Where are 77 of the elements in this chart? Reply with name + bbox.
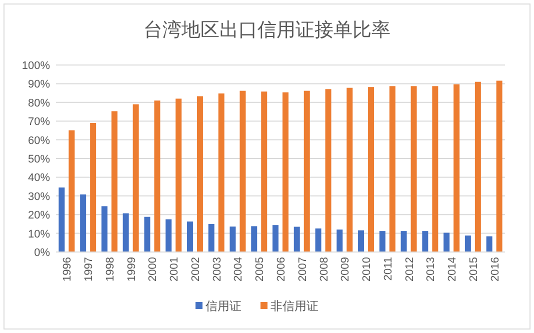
x-tick-label: 2010 — [361, 257, 374, 282]
y-tick-label: 70% — [28, 116, 50, 128]
y-tick-label: 60% — [28, 134, 50, 147]
x-tick-label: 1999 — [126, 257, 138, 282]
y-tick-label: 90% — [28, 78, 50, 91]
bar — [186, 222, 193, 252]
x-tick-label: 2016 — [489, 257, 502, 282]
y-tick-label: 100% — [22, 60, 50, 72]
y-tick-label: 30% — [28, 190, 50, 203]
bar — [132, 104, 139, 252]
bar — [294, 226, 300, 252]
y-tick-label: 20% — [28, 210, 50, 222]
bar — [304, 90, 310, 252]
x-tick-label: 2012 — [404, 257, 416, 282]
bar — [58, 187, 65, 252]
x-tick-label: 2014 — [446, 257, 459, 282]
legend-label: 非信用证 — [270, 299, 318, 313]
legend-label: 信用证 — [206, 299, 242, 313]
bar — [251, 226, 258, 252]
y-tick-label: 40% — [28, 172, 50, 184]
bar — [218, 93, 224, 252]
bar — [444, 232, 450, 252]
bar — [410, 86, 417, 252]
x-tick-label: 2005 — [254, 257, 266, 282]
x-tick-label: 2002 — [190, 257, 202, 282]
bar — [389, 86, 396, 252]
y-tick-label: 10% — [28, 228, 50, 240]
x-tick-label: 2008 — [318, 257, 330, 282]
x-tick-label: 2009 — [340, 257, 352, 282]
x-tick-label: 2006 — [276, 257, 288, 282]
bar — [486, 236, 492, 252]
bar — [111, 111, 118, 252]
y-tick-label: 50% — [28, 154, 50, 166]
bar — [101, 206, 108, 252]
bar — [196, 96, 203, 252]
bar — [346, 88, 353, 252]
bar — [379, 231, 386, 252]
x-tick-label: 2011 — [382, 257, 394, 281]
x-tick-label: 1997 — [83, 257, 96, 282]
x-tick-label: 1998 — [104, 257, 116, 282]
bar — [144, 216, 150, 252]
bar — [336, 230, 343, 252]
x-tick-label: 2001 — [168, 257, 181, 282]
x-tick-label: 1996 — [62, 257, 74, 282]
x-tick-label: 2003 — [211, 257, 224, 282]
bar — [474, 82, 481, 252]
bar — [496, 80, 502, 252]
bar — [154, 100, 160, 252]
x-tick-label: 2013 — [425, 257, 438, 282]
bar — [422, 231, 428, 252]
bar — [261, 92, 268, 252]
bar — [176, 98, 182, 252]
bar — [240, 90, 246, 252]
x-tick-label: 2015 — [468, 257, 480, 282]
bar — [358, 230, 364, 252]
bar — [90, 122, 96, 252]
x-tick-label: 2007 — [296, 257, 309, 282]
x-tick-label: 2004 — [232, 257, 245, 282]
x-tick-label: 2000 — [147, 257, 160, 282]
bar — [122, 213, 129, 252]
bar — [282, 92, 288, 252]
bar — [80, 194, 86, 252]
bar — [208, 224, 214, 252]
bar — [230, 226, 236, 252]
bar — [368, 87, 374, 252]
bar — [400, 231, 407, 252]
y-tick-label: 80% — [28, 97, 50, 110]
bar — [432, 86, 438, 252]
bar — [325, 89, 332, 252]
bar — [166, 219, 172, 252]
bar — [68, 130, 75, 252]
chart-title: 台湾地区出口信用证接单比率 — [144, 19, 390, 41]
y-tick-label: 0% — [34, 247, 50, 259]
bar — [315, 228, 322, 252]
bar — [272, 225, 278, 252]
bar — [464, 236, 471, 252]
bar — [454, 84, 460, 252]
